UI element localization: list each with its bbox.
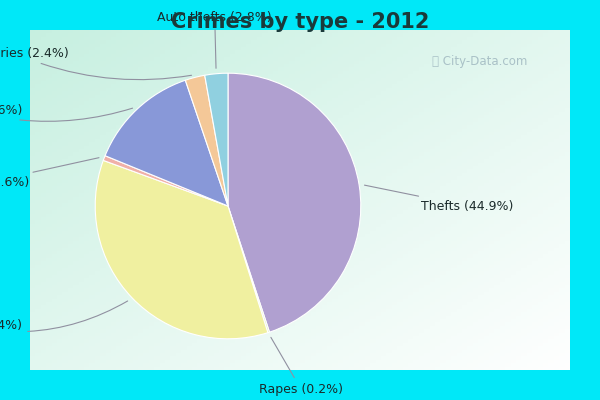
Text: Arson (0.6%): Arson (0.6%) [0,158,99,188]
Wedge shape [228,73,361,332]
Wedge shape [205,73,228,206]
Wedge shape [228,206,269,333]
Wedge shape [95,160,268,339]
Text: Crimes by type - 2012: Crimes by type - 2012 [171,12,429,32]
Text: Robberies (2.4%): Robberies (2.4%) [0,47,191,80]
Wedge shape [105,80,228,206]
Text: Assaults (13.6%): Assaults (13.6%) [0,104,133,121]
Wedge shape [185,75,228,206]
Text: Burglaries (35.4%): Burglaries (35.4%) [0,301,128,332]
Text: Auto thefts (2.8%): Auto thefts (2.8%) [157,11,272,68]
Wedge shape [103,156,228,206]
Text: Rapes (0.2%): Rapes (0.2%) [259,337,343,396]
Text: ⓘ City-Data.com: ⓘ City-Data.com [432,56,527,68]
Text: Thefts (44.9%): Thefts (44.9%) [364,185,513,212]
